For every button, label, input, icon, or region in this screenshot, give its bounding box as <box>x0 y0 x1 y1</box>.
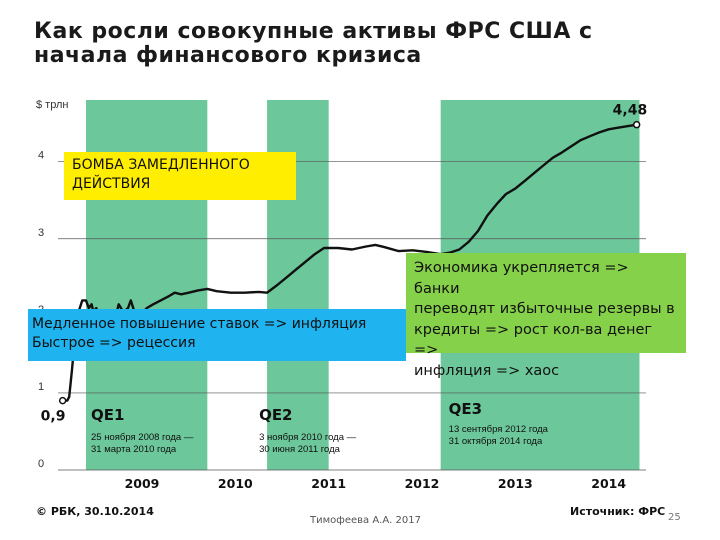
x-tick-label: 2013 <box>498 476 533 491</box>
qe-dates-2: 30 июня 2011 года <box>259 444 341 455</box>
qe-name-3: QE3 <box>449 400 482 418</box>
qe-dates-2: 3 ноября 2010 года — <box>259 432 357 443</box>
y-tick-label: 4 <box>38 150 44 162</box>
green-callout-line-2: переводят избыточные резервы в <box>414 301 675 317</box>
blue-callout-line-2: Быстрое => рецессия <box>32 335 196 351</box>
y-axis-label: $ трлн <box>36 99 68 111</box>
endpoint-markers: 0,9 4,48 <box>41 103 648 425</box>
end-point-marker <box>632 120 641 129</box>
blue-callout: Медленное повышение ставок => инфляция Б… <box>28 309 406 361</box>
qe-dates-1: 31 марта 2010 года <box>91 444 177 455</box>
y-tick-label: 0 <box>38 458 44 470</box>
end-value-label: 4,48 <box>613 103 648 119</box>
x-tick-label: 2011 <box>311 476 346 491</box>
start-point-marker <box>58 396 67 405</box>
x-tick-label: 2010 <box>218 476 253 491</box>
yellow-callout: БОМБА ЗАМЕДЛЕННОГО ДЕЙСТВИЯ <box>64 152 296 200</box>
x-tick-labels: 2009 2010 2011 2012 2013 2014 <box>125 476 627 491</box>
blue-callout-line-1: Медленное повышение ставок => инфляция <box>32 316 367 332</box>
start-value-label: 0,9 <box>41 409 66 425</box>
qe-name-2: QE2 <box>259 406 292 424</box>
qe-name-1: QE1 <box>91 406 124 424</box>
y-tick-label: 1 <box>38 381 44 393</box>
x-tick-label: 2014 <box>591 476 626 491</box>
y-tick-label: 3 <box>38 227 44 239</box>
x-tick-label: 2012 <box>405 476 440 491</box>
green-callout-line-4: инфляция => хаос <box>414 362 560 379</box>
yellow-callout-line-1: БОМБА ЗАМЕДЛЕННОГО <box>72 157 250 173</box>
chart-title: Как росли совокупные активы ФРС США с на… <box>34 19 593 68</box>
qe-dates-3: 31 октября 2014 года <box>449 436 543 447</box>
copyright: © РБК, 30.10.2014 <box>36 505 154 518</box>
x-tick-label: 2009 <box>125 476 160 491</box>
green-callout: Экономика укрепляется => банки переводят… <box>406 253 686 379</box>
qe-dates-1: 25 ноября 2008 года — <box>91 432 194 443</box>
page-number: 25 <box>668 512 681 523</box>
yellow-callout-line-2: ДЕЙСТВИЯ <box>72 176 151 192</box>
qe-labels: QE1 25 ноября 2008 года —31 марта 2010 го… <box>91 400 549 455</box>
source: Источник: ФРС <box>570 505 666 518</box>
green-callout-line-3: кредиты => рост кол-ва денег => <box>414 321 652 359</box>
qe-dates-3: 13 сентября 2012 года <box>449 424 549 435</box>
author: Тимофеева А.А. 2017 <box>310 515 421 526</box>
green-callout-line-1: Экономика укрепляется => банки <box>414 260 629 297</box>
